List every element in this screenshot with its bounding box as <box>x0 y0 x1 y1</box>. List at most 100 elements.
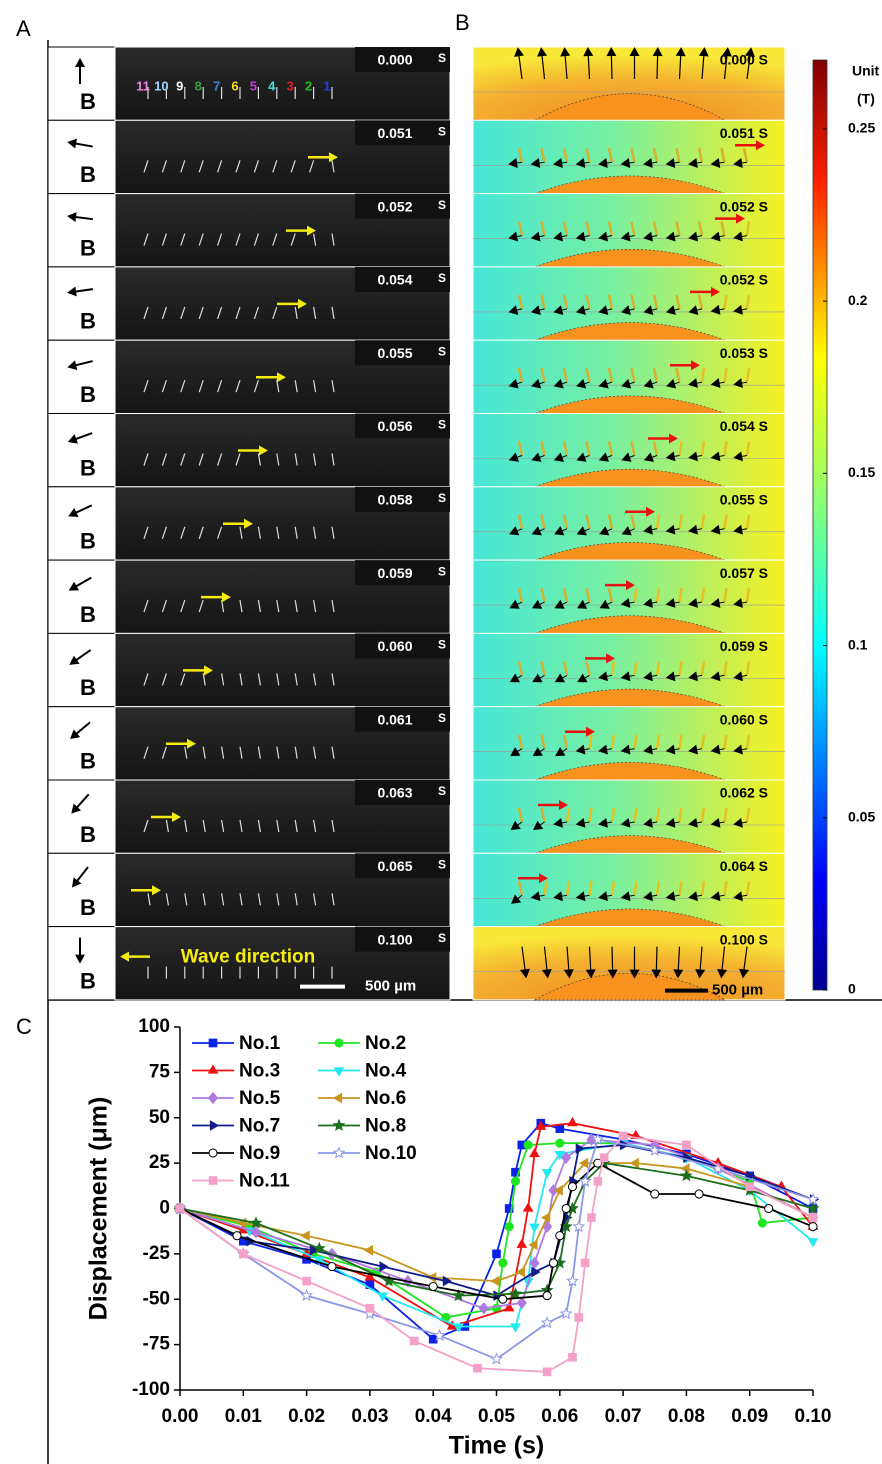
marker <box>566 1274 579 1287</box>
rod <box>276 600 280 613</box>
rod-vector-head <box>553 452 565 462</box>
rod <box>147 893 151 906</box>
rod <box>540 221 546 236</box>
y-tick-label: 0 <box>159 1198 170 1219</box>
y-tick-label: -25 <box>143 1243 171 1264</box>
marker <box>433 1328 446 1341</box>
rod-vector <box>610 52 613 80</box>
rod <box>540 294 546 310</box>
rod-vector-head <box>598 671 608 682</box>
rod-vector-head <box>509 526 520 536</box>
rod-vector-head <box>688 305 699 315</box>
marker <box>528 1239 538 1251</box>
x-tick-label: 0.01 <box>225 1406 262 1427</box>
rod <box>161 306 167 320</box>
field-label: B <box>80 529 96 554</box>
rod <box>517 221 524 236</box>
rod-vector-head <box>531 452 542 462</box>
rod <box>180 233 186 246</box>
rod-vector-head <box>643 598 653 608</box>
rod-vector-head <box>510 820 521 831</box>
field-label: B <box>80 235 96 260</box>
rod-vector-head <box>508 231 519 242</box>
time-box <box>355 340 450 366</box>
time-label: 0.052 <box>377 198 412 214</box>
field-arrow-head <box>71 803 82 814</box>
wave-arrow-head <box>204 665 213 676</box>
rod-vector-head <box>733 744 743 755</box>
marker <box>650 1189 660 1199</box>
rod-vector-head <box>575 891 586 902</box>
field-arrow-head <box>68 507 79 518</box>
rod-number: 6 <box>231 78 238 93</box>
rod <box>198 599 204 613</box>
rod <box>745 661 751 676</box>
rod <box>276 526 280 539</box>
rod <box>652 367 659 383</box>
magnet-dome <box>534 395 726 414</box>
rod <box>294 893 298 906</box>
rod <box>633 881 638 896</box>
rod <box>585 367 591 383</box>
rod-vector-head <box>576 452 587 462</box>
marker <box>313 1256 325 1266</box>
rod <box>294 819 298 833</box>
rod <box>331 673 335 686</box>
rod-vector-head <box>531 526 542 536</box>
rod-vector <box>541 52 546 80</box>
field-label: B <box>80 749 96 774</box>
time-unit: S <box>438 564 446 578</box>
time-unit: S <box>438 124 446 138</box>
rod <box>562 221 569 236</box>
rod-vector-head <box>665 524 676 535</box>
magnet-dome <box>534 322 726 341</box>
wave-arrow-head <box>244 518 253 529</box>
x-tick-label: 0.07 <box>605 1406 642 1427</box>
rod-vector <box>678 52 682 80</box>
time-box <box>355 486 450 512</box>
rod-vector-head <box>643 452 655 462</box>
legend-marker <box>208 1148 218 1158</box>
marker <box>504 1222 514 1232</box>
marker <box>516 1296 527 1310</box>
rod <box>331 233 335 246</box>
rod <box>675 367 681 383</box>
marker <box>806 1192 820 1205</box>
rod <box>700 368 706 383</box>
y-tick-label: 25 <box>149 1152 171 1173</box>
rod-vector-head <box>688 378 698 388</box>
rod-vector-head <box>688 744 698 755</box>
marker <box>503 1302 515 1312</box>
rod <box>161 746 167 759</box>
legend-marker <box>208 1038 218 1048</box>
rod-vector-head <box>541 968 552 979</box>
rod <box>184 746 188 759</box>
marker <box>808 1222 818 1232</box>
rod <box>723 368 728 383</box>
time-unit: S <box>438 711 446 725</box>
rod <box>633 661 638 676</box>
legend-marker <box>334 1038 344 1048</box>
rod <box>161 599 167 613</box>
rod-vector-head <box>554 673 566 683</box>
rod <box>313 526 317 539</box>
rod <box>585 514 591 530</box>
rod <box>331 746 335 759</box>
rod-vector-head <box>665 598 676 608</box>
rod-vector-head <box>620 671 631 682</box>
field-arrow-head <box>75 954 85 964</box>
time-label: 0.053 S <box>720 345 768 361</box>
time-unit: S <box>438 198 446 212</box>
rod <box>202 893 206 906</box>
field-arrow-head <box>75 58 85 67</box>
rod <box>257 453 261 466</box>
field-box <box>47 46 116 121</box>
rod-vector-head <box>509 599 520 609</box>
rod <box>652 441 659 456</box>
field-box <box>47 193 116 268</box>
marker <box>516 1238 528 1248</box>
wave-arrow-head <box>152 885 161 896</box>
colorbar-tick-label: 0.15 <box>848 464 875 480</box>
time-label: 0.060 S <box>720 711 768 727</box>
scale-bar-label: 500 µm <box>712 982 763 999</box>
